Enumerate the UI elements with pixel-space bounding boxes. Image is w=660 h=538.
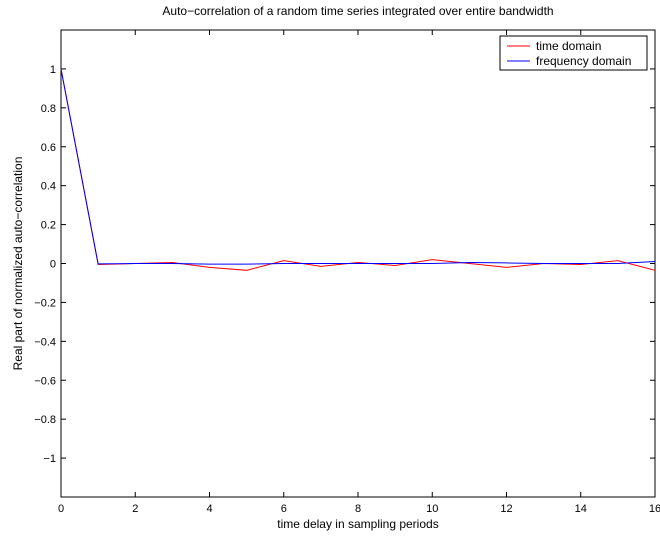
x-tick-label: 0 [58,503,64,515]
legend-label-2: frequency domain [536,54,631,68]
x-tick-label: 4 [206,503,212,515]
x-tick-label: 8 [355,503,361,515]
x-tick-label: 16 [649,503,660,515]
legend-box [499,35,648,71]
y-tick-label: −0.6 [34,375,56,387]
x-tick-label: 14 [575,503,587,515]
y-tick-label: 0.2 [41,220,56,232]
y-axis-title: Real part of normalized auto−correlation [11,157,25,371]
x-axis-title: time delay in sampling periods [277,517,438,531]
x-tick-label: 2 [132,503,138,515]
x-tick-label: 10 [426,503,438,515]
x-tick-label: 12 [500,503,512,515]
series-line-2 [60,68,656,265]
y-tick-label: −0.8 [34,414,56,426]
y-tick-label: 0.8 [41,103,56,115]
y-tick-label: 0 [50,259,56,271]
x-tick-label: 6 [281,503,287,515]
y-tick-label: −0.2 [34,297,56,309]
y-tick-label: −0.4 [34,336,56,348]
chart-title: Auto−correlation of a random time series… [162,4,553,18]
y-tick-label: −1 [43,453,56,465]
y-tick-label: 1 [50,64,56,76]
y-tick-label: 0.6 [41,142,56,154]
y-tick-label: 0.4 [41,181,56,193]
legend-label-1: time domain [536,39,601,53]
